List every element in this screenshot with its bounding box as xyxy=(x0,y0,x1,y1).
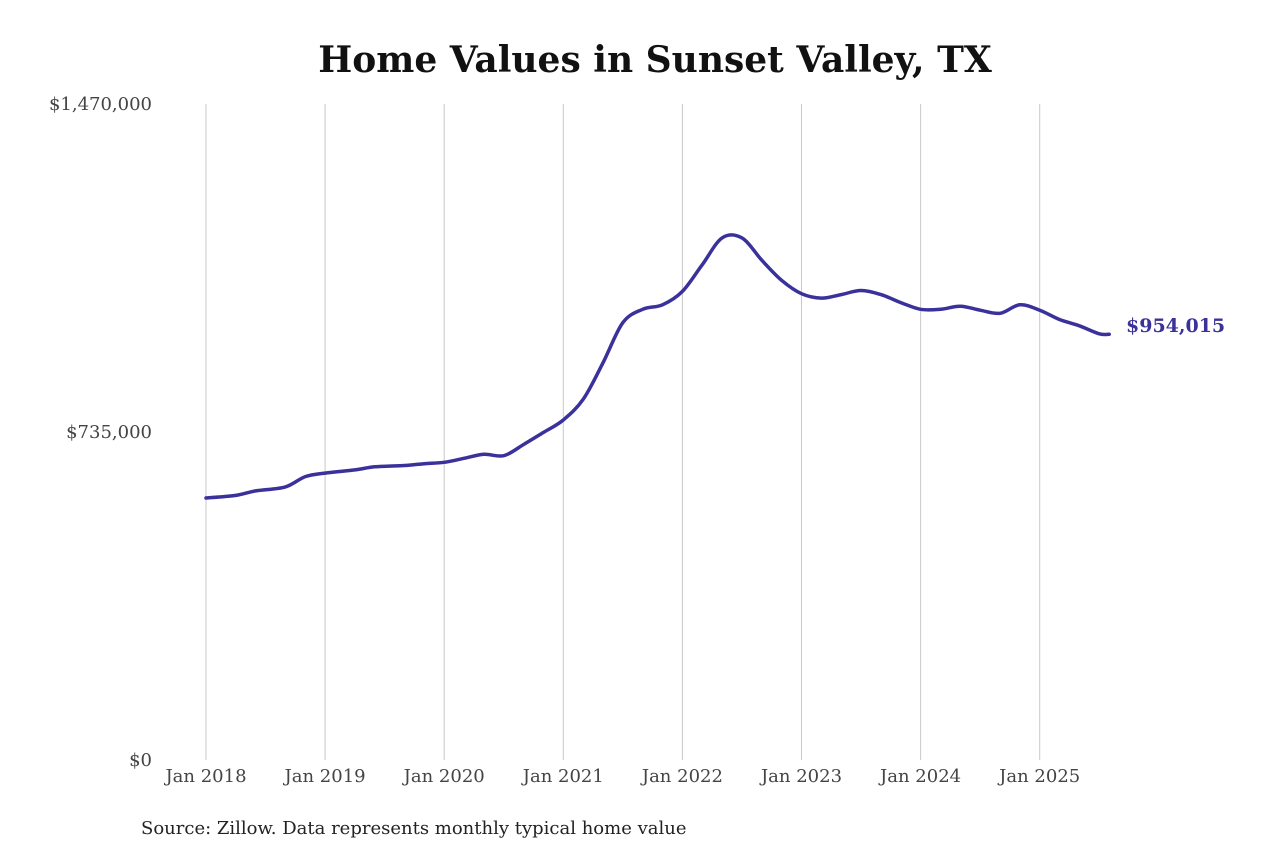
x-tick-label: Jan 2023 xyxy=(759,766,842,787)
y-tick-label: $735,000 xyxy=(66,422,152,443)
x-tick-label: Jan 2020 xyxy=(402,766,485,787)
x-tick-label: Jan 2021 xyxy=(521,766,604,787)
chart-title: Home Values in Sunset Valley, TX xyxy=(318,39,992,81)
y-axis-tick-labels: $0 $735,000 $1,470,000 xyxy=(49,94,152,771)
y-tick-label: $1,470,000 xyxy=(49,94,152,115)
x-tick-label: Jan 2022 xyxy=(640,766,723,787)
source-note: Source: Zillow. Data represents monthly … xyxy=(141,818,687,839)
home-value-series-line xyxy=(204,233,1111,500)
x-tick-label: Jan 2025 xyxy=(997,766,1080,787)
x-axis-tick-labels: Jan 2018 Jan 2019 Jan 2020 Jan 2021 Jan 2022… xyxy=(163,766,1080,787)
x-tick-label: Jan 2019 xyxy=(283,766,366,787)
gridlines xyxy=(205,104,1041,760)
x-tick-label: Jan 2024 xyxy=(878,766,961,787)
x-tick-label: Jan 2018 xyxy=(163,766,246,787)
y-tick-label: $0 xyxy=(129,750,152,771)
latest-value-label: $954,015 xyxy=(1126,315,1225,337)
